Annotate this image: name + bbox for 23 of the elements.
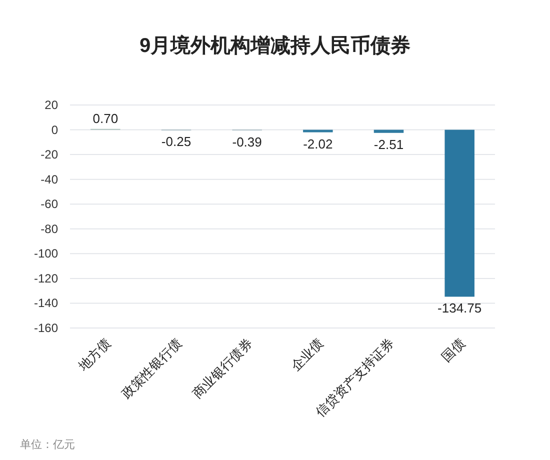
- y-tick-label: -100: [34, 246, 58, 261]
- data-label: 0.70: [92, 110, 118, 126]
- y-tick-label: -160: [34, 321, 58, 335]
- x-tick-label: 企业债: [288, 336, 326, 374]
- text: 单位：亿元: [20, 438, 75, 451]
- y-tick-label: -80: [40, 222, 58, 236]
- x-tick-label: 地方债: [74, 336, 114, 374]
- data-label: -2.51: [374, 136, 404, 152]
- x-tick-label: 商业银行债券: [189, 336, 256, 402]
- x-tick-label: 国债: [438, 336, 468, 365]
- y-tick-label: -60: [40, 197, 58, 212]
- y-tick-label: 20: [44, 98, 58, 112]
- chart-title: 9月境外机构增减持人民币债券: [139, 34, 411, 57]
- data-label: -0.25: [161, 134, 192, 150]
- data-label: -2.02: [303, 136, 333, 152]
- y-tick-label: -20: [40, 148, 58, 162]
- y-tick-label: -140: [34, 296, 58, 310]
- data-label: -134.75: [438, 300, 482, 316]
- x-tick-label: 政策性银行债: [118, 336, 184, 402]
- y-tick-label: -40: [40, 172, 58, 186]
- data-label: -0.39: [232, 134, 262, 150]
- y-tick-label: -120: [34, 271, 58, 286]
- y-tick-label: 0: [51, 122, 58, 137]
